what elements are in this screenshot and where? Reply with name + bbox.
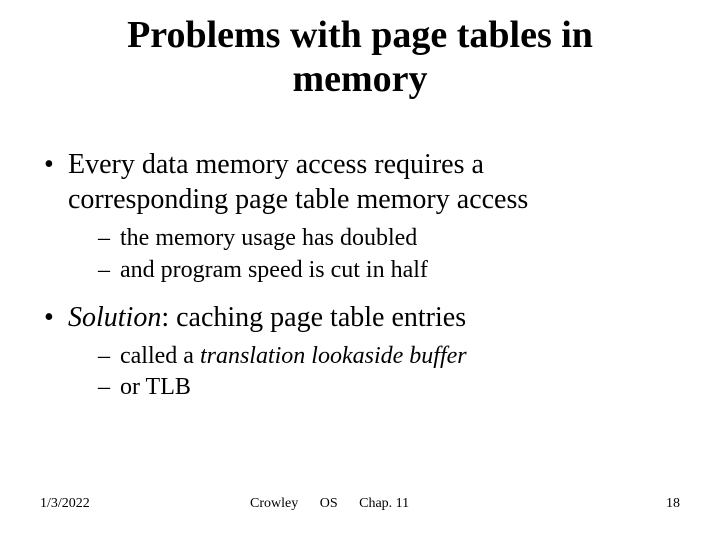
slide-body: Every data memory access requires a corr… xyxy=(40,147,680,403)
sub-bullet-2-1: called a translation lookaside buffer xyxy=(98,341,680,372)
sub-bullet-2-2: or TLB xyxy=(98,372,680,403)
bullet-1-text-line1: Every data memory access requires a xyxy=(68,149,484,180)
footer-chapter: Chap. 11 xyxy=(359,496,409,511)
footer-author: Crowley xyxy=(250,496,298,511)
bullet-list: Every data memory access requires a corr… xyxy=(40,147,680,403)
sub-bullet-1-2-text: and program speed is cut in half xyxy=(120,257,428,283)
bullet-2-sublist: called a translation lookaside buffer or… xyxy=(68,341,680,403)
sub-bullet-2-1-italic: translation lookaside buffer xyxy=(200,343,467,369)
slide-footer: 1/3/2022 Crowley OS Chap. 11 18 xyxy=(40,496,680,512)
sub-bullet-1-2: and program speed is cut in half xyxy=(98,255,680,286)
title-line-1: Problems with page tables in xyxy=(127,14,593,56)
sub-bullet-1-1-text: the memory usage has doubled xyxy=(120,225,417,251)
bullet-2-prefix: Solution xyxy=(68,302,161,333)
footer-course: OS xyxy=(320,496,338,511)
bullet-1: Every data memory access requires a corr… xyxy=(40,147,680,285)
slide: Problems with page tables in memory Ever… xyxy=(0,0,720,540)
footer-page-number: 18 xyxy=(620,496,680,512)
bullet-1-text-line2: corresponding page table memory access xyxy=(68,184,528,215)
sub-bullet-1-1: the memory usage has doubled xyxy=(98,223,680,254)
bullet-2: Solution: caching page table entries cal… xyxy=(40,300,680,403)
slide-title: Problems with page tables in memory xyxy=(40,14,680,101)
bullet-1-sublist: the memory usage has doubled and program… xyxy=(68,223,680,285)
title-line-2: memory xyxy=(292,58,427,100)
footer-center: Crowley OS Chap. 11 xyxy=(240,496,620,512)
sub-bullet-2-2-text: or TLB xyxy=(120,374,191,400)
sub-bullet-2-1-prefix: called a xyxy=(120,343,200,369)
footer-date: 1/3/2022 xyxy=(40,496,240,512)
bullet-2-rest: : caching page table entries xyxy=(161,302,466,333)
